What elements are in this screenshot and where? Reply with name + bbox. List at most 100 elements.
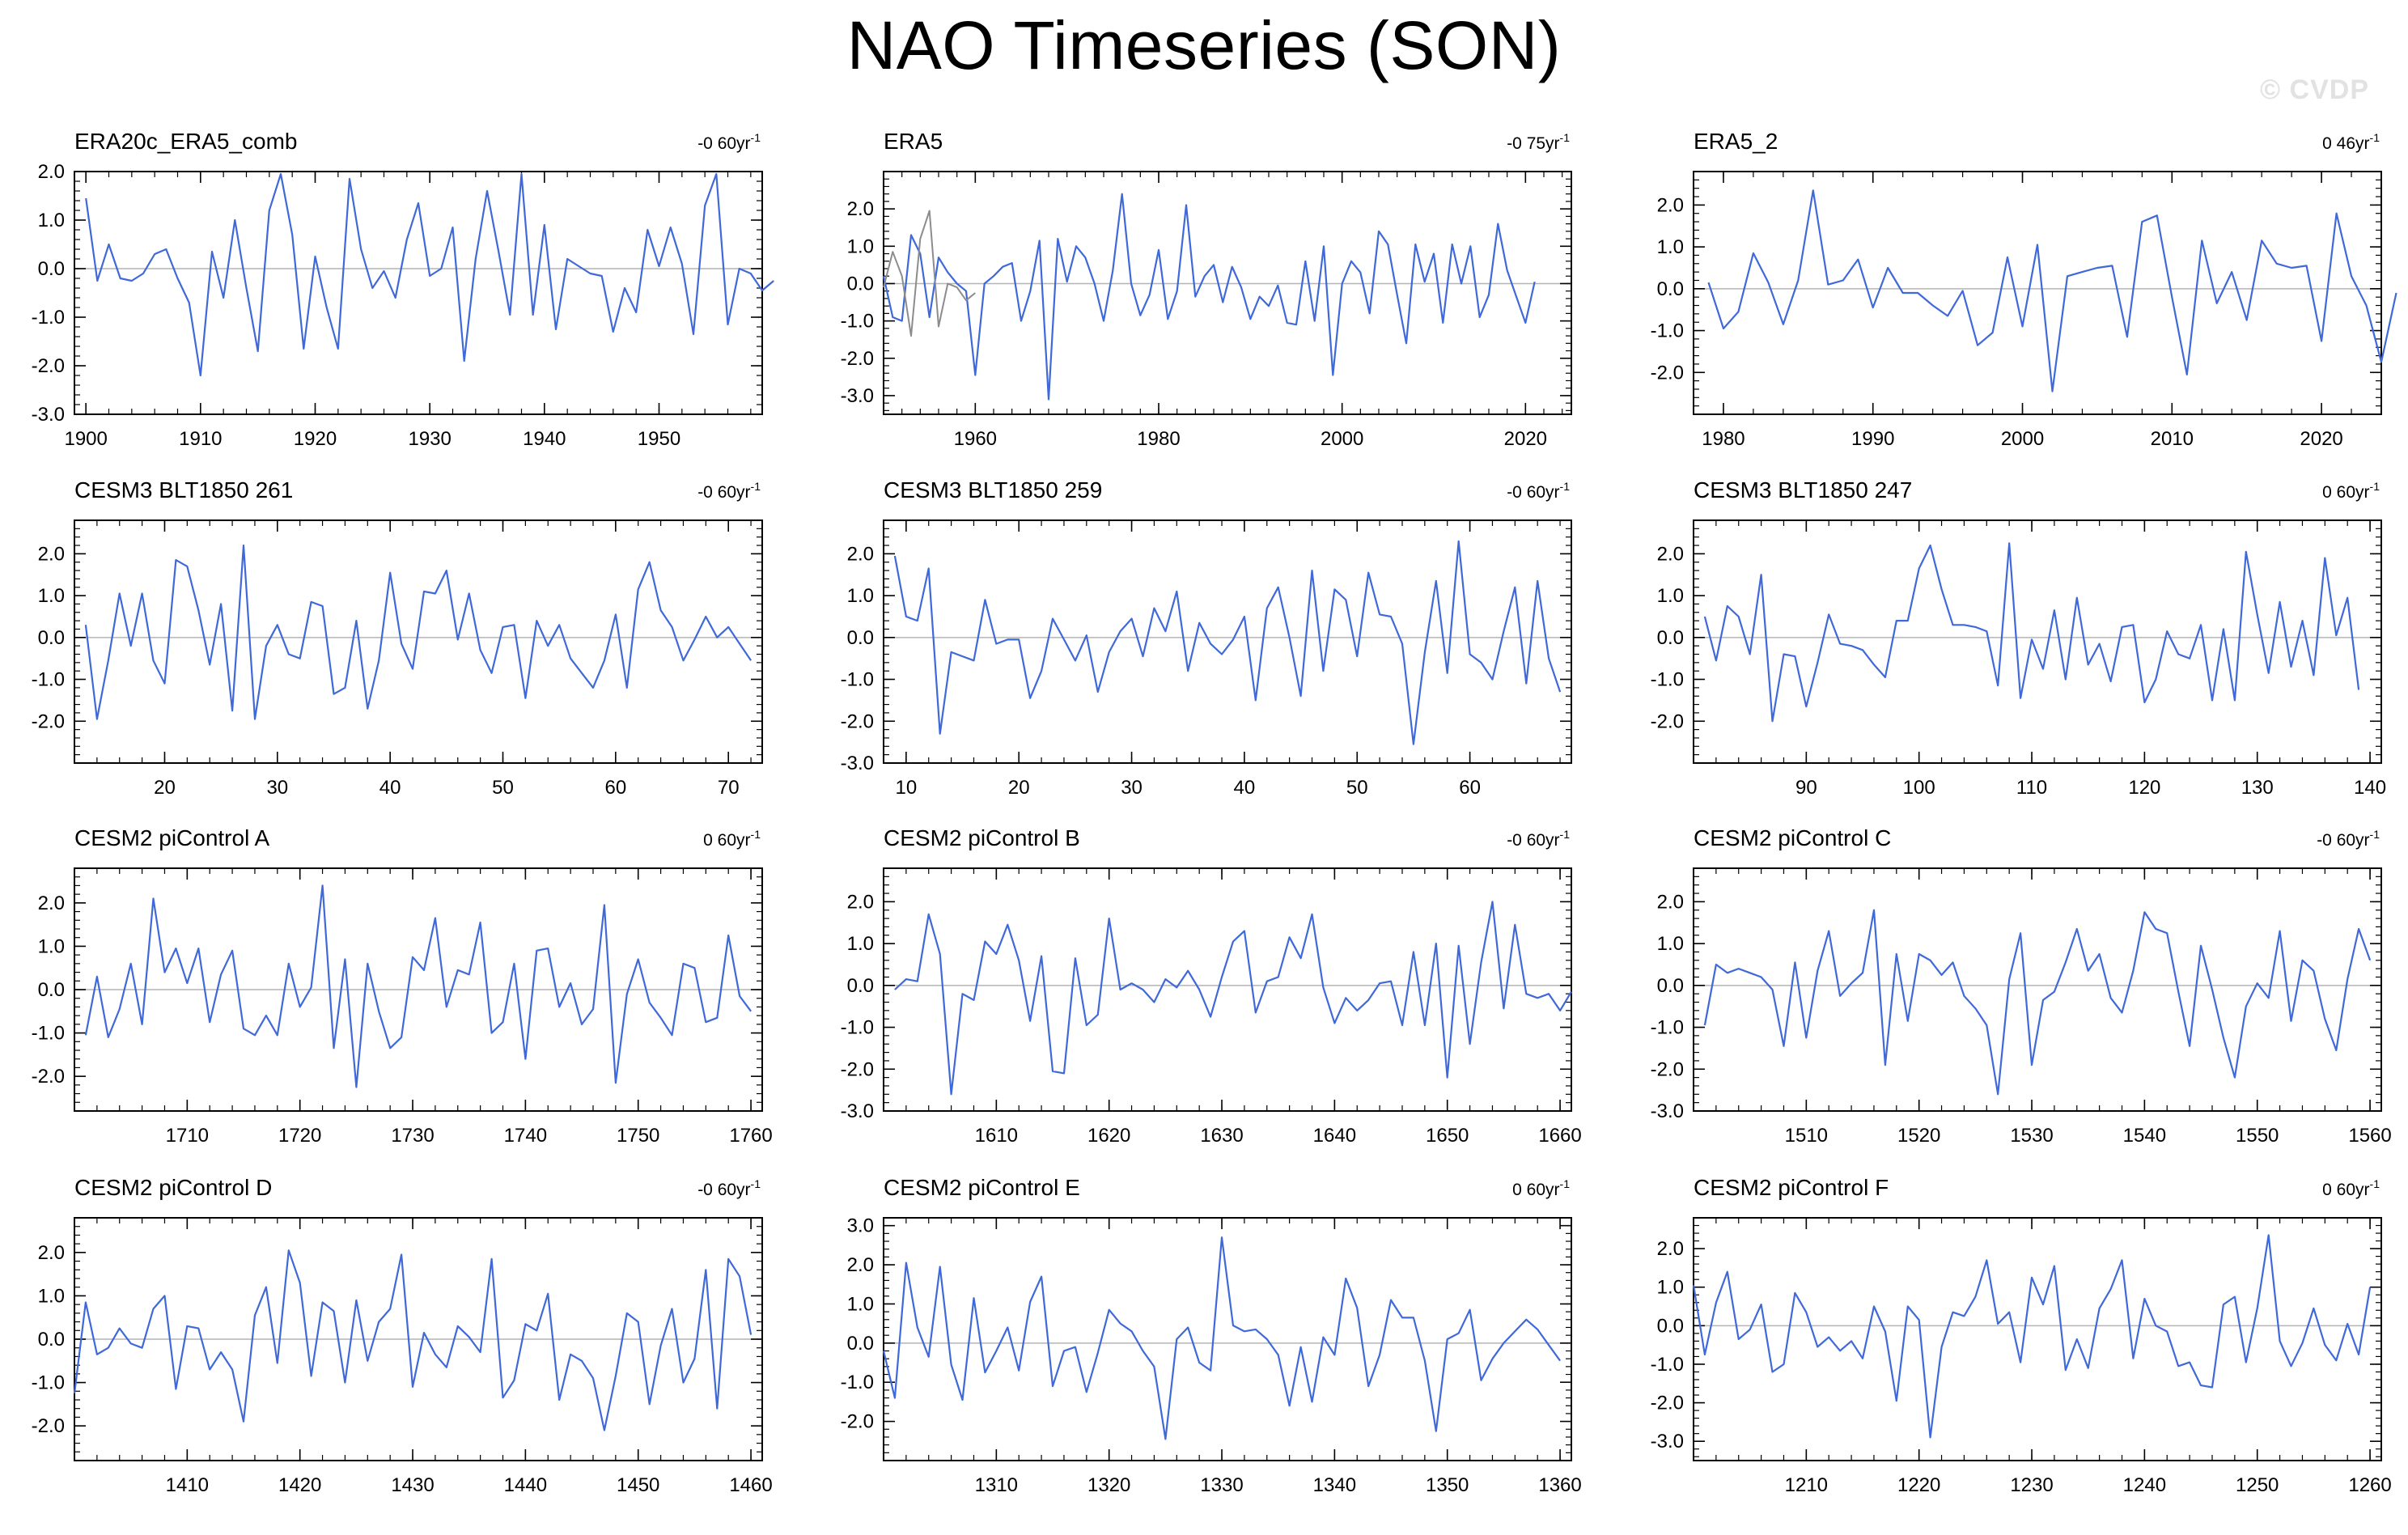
plot-frame — [74, 171, 763, 415]
x-tick-label: 1720 — [278, 1125, 321, 1147]
y-tick-label: 0.0 — [1657, 278, 1684, 300]
chart-panel-11: -2.0 -1.0 0.0 1.0 2.0 3.0 1310 1320 1330 1340 1350… — [841, 1175, 1582, 1496]
y-tick-label: 1.0 — [1657, 236, 1684, 258]
x-tick-label: 1230 — [2010, 1474, 2053, 1496]
y-tick-label: -2.0 — [841, 710, 874, 732]
x-tick-label: 1360 — [1538, 1474, 1581, 1496]
x-tick-label: 10 — [896, 777, 918, 799]
x-tick-label: 110 — [2016, 777, 2047, 799]
y-tick-label: -1.0 — [32, 669, 65, 691]
y-tick-label: -1.0 — [841, 669, 874, 691]
panel-title: CESM2 piControl C — [1694, 825, 1891, 850]
x-tick-label: 1750 — [617, 1125, 659, 1147]
x-tick-label: 1460 — [729, 1474, 772, 1496]
y-tick-label: -2.0 — [1651, 1393, 1684, 1414]
panel-title: CESM3 BLT1850 247 — [1694, 477, 1912, 502]
y-tick-label: -2.0 — [32, 1415, 65, 1437]
x-tick-label: 1320 — [1087, 1474, 1130, 1496]
y-tick-label: -2.0 — [1651, 710, 1684, 732]
y-tick-label: 2.0 — [847, 891, 874, 913]
y-tick-label: 0.0 — [1657, 627, 1684, 649]
y-tick-label: 2.0 — [38, 1242, 65, 1264]
x-tick-label: 140 — [2354, 777, 2386, 799]
trend-label: -0 75yr-1 — [1507, 131, 1570, 153]
chart-panel-9: -3.0 -2.0 -1.0 0.0 1.0 2.0 1510 1520 1530 1540 155… — [1651, 825, 2392, 1147]
x-tick-label: 1540 — [2123, 1125, 2166, 1147]
y-tick-label: -1.0 — [1651, 669, 1684, 691]
nao-series-line — [1707, 189, 2397, 392]
panel-title: CESM2 piControl D — [74, 1175, 272, 1200]
panel-title: ERA5_2 — [1694, 129, 1778, 154]
panel-title: ERA20c_ERA5_comb — [74, 129, 297, 154]
watermark: © CVDP — [2260, 74, 2369, 105]
x-tick-label: 2000 — [1321, 428, 1363, 450]
y-tick-label: 0.0 — [1657, 975, 1684, 997]
x-tick-label: 20 — [1008, 777, 1030, 799]
y-tick-label: 1.0 — [1657, 933, 1684, 955]
y-tick-label: 3.0 — [847, 1215, 874, 1237]
x-tick-label: 90 — [1795, 777, 1817, 799]
y-tick-label: 2.0 — [38, 161, 65, 183]
chart-panel-3: -2.0 -1.0 0.0 1.0 2.0 1980 1990 2000 2010 2020 ERA… — [1651, 129, 2397, 450]
chart-panel-5: -3.0 -2.0 -1.0 0.0 1.0 2.0 10 20 30 40 50 60 CESM3 B… — [841, 477, 1572, 799]
x-tick-label: 50 — [1346, 777, 1368, 799]
x-tick-label: 1630 — [1200, 1125, 1243, 1147]
x-tick-label: 1920 — [294, 428, 337, 450]
y-tick-label: -3.0 — [841, 753, 874, 774]
x-tick-label: 1440 — [504, 1474, 547, 1496]
y-tick-label: -2.0 — [1651, 362, 1684, 384]
x-tick-label: 1530 — [2010, 1125, 2053, 1147]
chart-panel-1: -3.0 -2.0 -1.0 0.0 1.0 2.0 1900 1910 1920 1930 194… — [32, 129, 774, 450]
x-tick-label: 1950 — [638, 428, 680, 450]
x-tick-label: 1330 — [1200, 1474, 1243, 1496]
x-tick-label: 40 — [1234, 777, 1256, 799]
y-tick-label: -1.0 — [32, 1372, 65, 1394]
nao-series-line — [84, 544, 752, 720]
nao-series-line — [84, 884, 752, 1088]
x-tick-label: 1420 — [278, 1474, 321, 1496]
x-tick-label: 70 — [718, 777, 740, 799]
y-tick-label: -1.0 — [1651, 320, 1684, 342]
x-tick-label: 1220 — [1897, 1474, 1940, 1496]
x-tick-label: 130 — [2241, 777, 2274, 799]
x-tick-label: 1650 — [1426, 1125, 1469, 1147]
panel-title: CESM3 BLT1850 259 — [884, 477, 1102, 502]
x-tick-label: 1940 — [523, 428, 566, 450]
y-tick-label: -3.0 — [1651, 1100, 1684, 1122]
x-tick-label: 1990 — [1851, 428, 1894, 450]
y-tick-label: -3.0 — [841, 385, 874, 407]
x-tick-label: 2020 — [2300, 428, 2342, 450]
x-tick-label: 1730 — [391, 1125, 434, 1147]
chart-panel-10: -2.0 -1.0 0.0 1.0 2.0 1410 1420 1430 1440 1450 146… — [32, 1175, 773, 1496]
x-tick-label: 2010 — [2151, 428, 2194, 450]
panel-title: ERA5 — [884, 129, 943, 154]
plot-frame — [74, 519, 763, 764]
x-tick-label: 1980 — [1702, 428, 1745, 450]
y-tick-label: -2.0 — [841, 1411, 874, 1433]
x-tick-label: 40 — [379, 777, 401, 799]
y-tick-label: 1.0 — [38, 1285, 65, 1307]
x-tick-label: 1350 — [1426, 1474, 1469, 1496]
x-tick-label: 1930 — [408, 428, 451, 450]
x-tick-label: 30 — [266, 777, 288, 799]
x-tick-label: 2000 — [2001, 428, 2044, 450]
y-tick-label: 2.0 — [847, 198, 874, 220]
plot-frame — [1693, 519, 2382, 764]
y-tick-label: 0.0 — [847, 627, 874, 649]
y-tick-label: 1.0 — [38, 585, 65, 607]
y-tick-label: 0.0 — [38, 258, 65, 280]
chart-panel-8: -3.0 -2.0 -1.0 0.0 1.0 2.0 1610 1620 1630 1640 165… — [841, 825, 1582, 1147]
y-tick-label: -1.0 — [32, 307, 65, 329]
y-tick-label: 2.0 — [38, 893, 65, 914]
nao-series-line — [73, 1249, 752, 1431]
x-tick-label: 1760 — [729, 1125, 772, 1147]
nao-series-line — [1692, 1234, 2372, 1439]
trend-label: -0 60yr-1 — [697, 131, 761, 153]
y-tick-label: -2.0 — [841, 348, 874, 370]
panel-title: CESM2 piControl F — [1694, 1175, 1889, 1200]
y-tick-label: -1.0 — [841, 1372, 874, 1393]
plot-frame — [1693, 867, 2382, 1112]
trend-label: 0 46yr-1 — [2322, 131, 2380, 153]
x-tick-label: 1430 — [391, 1474, 434, 1496]
